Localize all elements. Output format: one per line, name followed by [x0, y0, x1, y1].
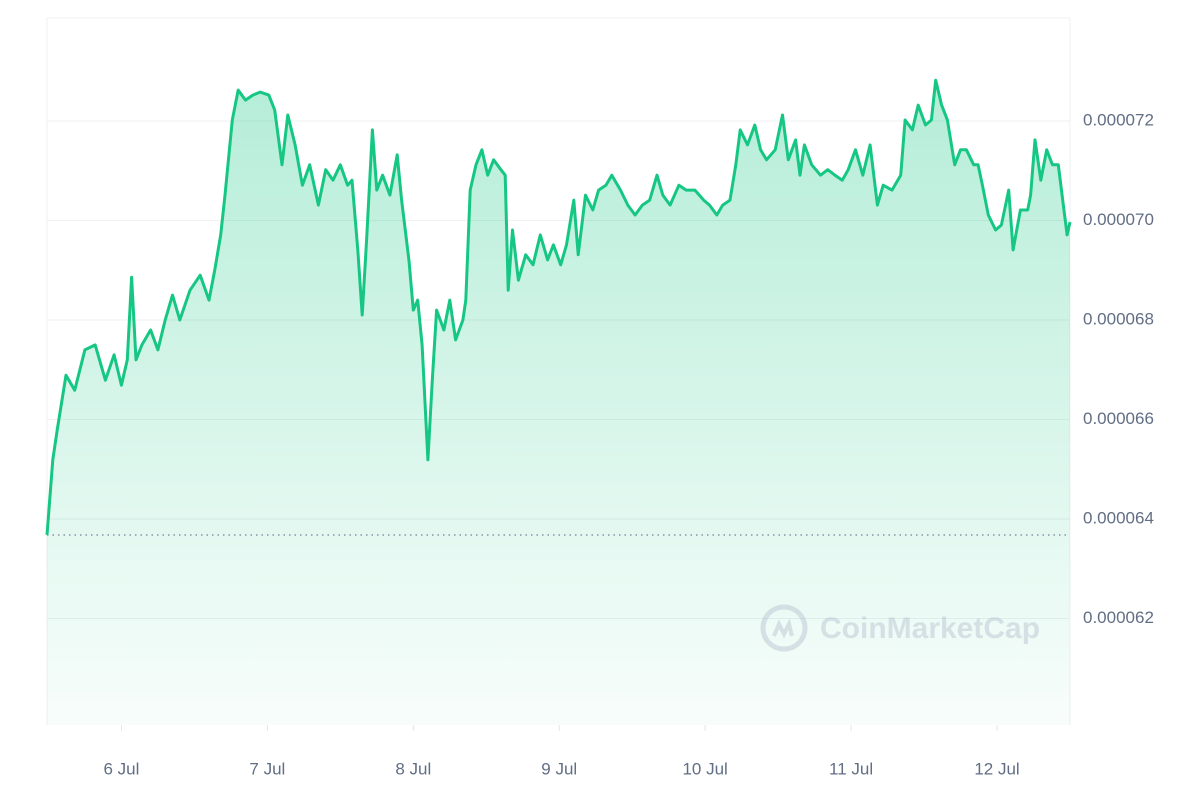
price-area [47, 80, 1070, 725]
watermark-text: CoinMarketCap [820, 612, 1040, 645]
y-tick-label: 0.000072 [1083, 110, 1154, 129]
x-tick-label: 10 Jul [682, 759, 727, 778]
x-tick-label: 11 Jul [829, 759, 873, 778]
x-tick-label: 7 Jul [249, 759, 285, 778]
watermark-logo-mark [772, 618, 794, 639]
x-tick-label: 6 Jul [103, 759, 139, 778]
price-line [45, 78, 1072, 536]
y-tick-label: 0.000062 [1083, 608, 1154, 627]
x-tick-label: 9 Jul [541, 759, 577, 778]
y-tick-label: 0.000066 [1083, 409, 1154, 428]
x-tick-label: 8 Jul [395, 759, 431, 778]
y-tick-label: 0.000064 [1083, 509, 1154, 528]
watermark-logo [760, 604, 808, 652]
watermark: CoinMarketCap [760, 604, 1040, 652]
y-tick-label: 0.000070 [1083, 210, 1154, 229]
y-tick-label: 0.000068 [1083, 309, 1154, 328]
x-tick-label: 12 Jul [974, 759, 1019, 778]
